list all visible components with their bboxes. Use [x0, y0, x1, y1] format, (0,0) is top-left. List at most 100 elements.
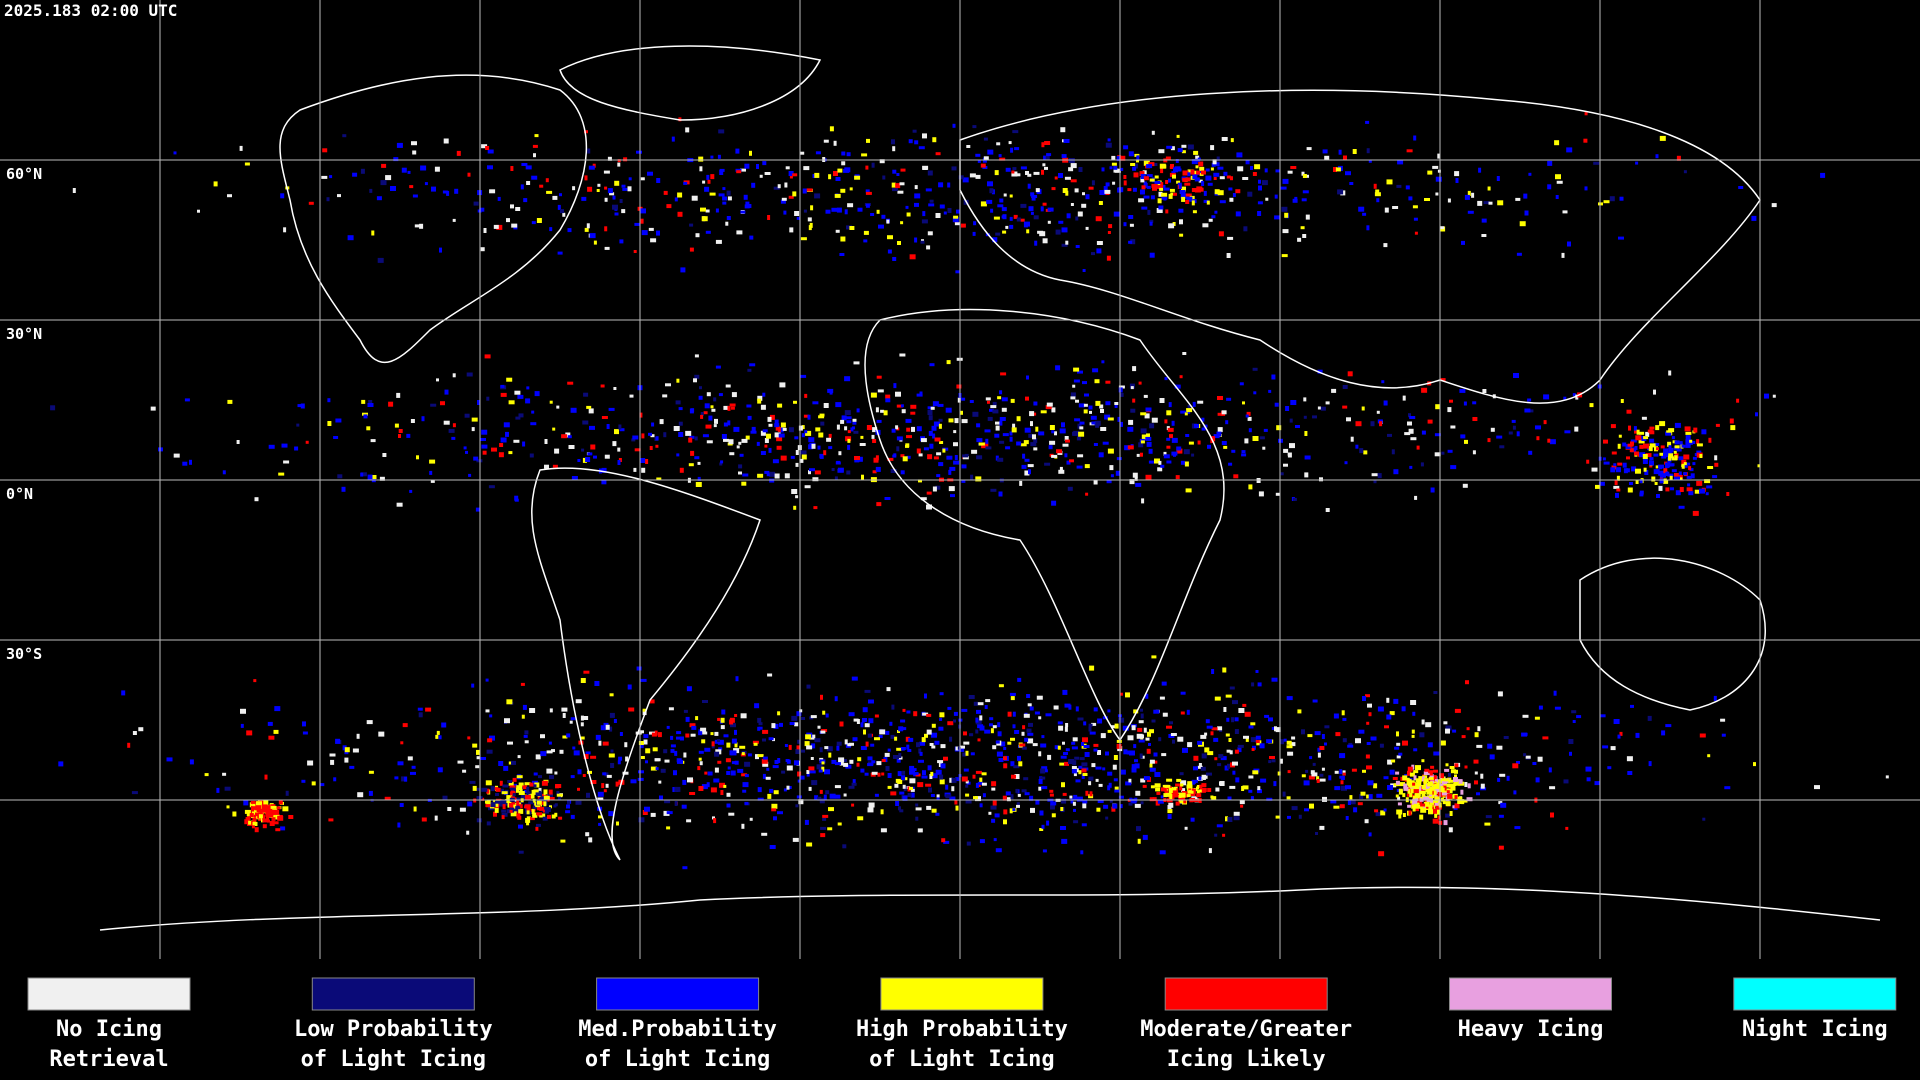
icing-pixel	[337, 474, 343, 479]
icing-pixel	[1002, 230, 1007, 234]
icing-pixel	[341, 486, 346, 492]
icing-pixel	[1179, 233, 1184, 237]
icing-pixel	[725, 221, 729, 226]
icing-pixel	[1398, 752, 1403, 756]
icing-pixel	[1061, 782, 1065, 788]
icing-pixel	[608, 407, 615, 411]
icing-pixel	[1412, 205, 1418, 209]
icing-pixel	[1367, 703, 1372, 708]
icing-pixel	[1443, 778, 1450, 782]
icing-pixel	[322, 148, 328, 153]
icing-pixel	[417, 707, 423, 711]
icing-pixel	[333, 436, 339, 439]
icing-pixel	[1398, 789, 1403, 795]
icing-pixel	[1413, 135, 1417, 141]
icing-pixel	[608, 811, 614, 817]
icing-pixel	[1214, 189, 1220, 195]
icing-pixel	[1038, 716, 1042, 720]
icing-pixel	[734, 760, 739, 765]
icing-pixel	[876, 419, 882, 423]
icing-pixel	[1205, 175, 1212, 181]
icing-pixel	[1143, 195, 1150, 199]
icing-pixel	[473, 456, 479, 461]
icing-pixel	[1634, 446, 1638, 450]
icing-pixel	[529, 782, 534, 787]
icing-pixel	[760, 451, 766, 455]
icing-pixel	[456, 150, 461, 156]
icing-pixel	[999, 198, 1004, 203]
icing-pixel	[1617, 443, 1621, 449]
icing-pixel	[444, 389, 449, 395]
icing-pixel	[173, 453, 180, 458]
icing-pixel	[1137, 838, 1141, 844]
icing-pixel	[991, 781, 997, 787]
icing-pixel	[1064, 436, 1069, 441]
icing-pixel	[655, 444, 659, 448]
icing-pixel	[1248, 484, 1253, 490]
icing-pixel	[379, 476, 385, 481]
icing-pixel	[565, 432, 571, 438]
icing-pixel	[1030, 421, 1033, 427]
icing-pixel	[802, 188, 807, 194]
icing-pixel	[1145, 737, 1150, 741]
icing-pixel	[1503, 736, 1509, 739]
icing-pixel	[1113, 168, 1119, 173]
icing-pixel	[1684, 426, 1691, 432]
icing-pixel	[1088, 186, 1094, 190]
icing-pixel	[535, 826, 539, 831]
icing-pixel	[640, 218, 644, 224]
icing-pixel	[1208, 848, 1212, 854]
icing-pixel	[1668, 455, 1671, 461]
icing-pixel	[1207, 751, 1214, 756]
icing-pixel	[1046, 153, 1052, 157]
icing-pixel	[622, 771, 629, 775]
icing-pixel	[666, 204, 672, 209]
icing-pixel	[962, 454, 969, 458]
icing-pixel	[987, 400, 990, 404]
icing-pixel	[1395, 771, 1400, 775]
icing-pixel	[818, 769, 823, 773]
icing-pixel	[879, 159, 885, 164]
icing-pixel	[817, 445, 821, 450]
icing-pixel	[803, 209, 807, 213]
icing-pixel	[1171, 787, 1177, 791]
icing-pixel	[866, 425, 872, 430]
icing-pixel	[1078, 431, 1085, 437]
icing-pixel	[1384, 725, 1389, 729]
icing-pixel	[984, 705, 988, 709]
icing-pixel	[1454, 171, 1460, 177]
icing-pixel	[1178, 799, 1183, 804]
icing-pixel	[1021, 746, 1027, 750]
icing-pixel	[820, 730, 826, 734]
icing-pixel	[240, 708, 246, 714]
icing-pixel	[820, 826, 827, 830]
icing-pixel	[270, 805, 277, 809]
icing-pixel	[1262, 446, 1266, 450]
icing-pixel	[1450, 786, 1456, 791]
icing-pixel	[1181, 144, 1187, 148]
icing-pixel	[496, 224, 503, 230]
icing-pixel	[1616, 467, 1621, 473]
legend-label: of Light Icing	[585, 1047, 770, 1072]
icing-pixel	[521, 714, 525, 719]
icing-pixel	[473, 201, 479, 206]
icing-pixel	[1643, 467, 1647, 472]
icing-pixel	[1185, 177, 1191, 182]
icing-pixel	[1064, 726, 1068, 732]
icing-pixel	[1150, 195, 1155, 200]
icing-pixel	[1437, 153, 1441, 159]
icing-pixel	[988, 811, 992, 815]
icing-pixel	[1422, 776, 1425, 782]
icing-pixel	[558, 816, 563, 820]
icing-pixel	[700, 414, 704, 419]
icing-pixel	[772, 765, 779, 769]
icing-pixel	[1434, 800, 1441, 806]
icing-pixel	[715, 208, 719, 213]
icing-pixel	[1381, 380, 1385, 384]
icing-pixel	[1302, 234, 1307, 238]
icing-pixel	[1234, 749, 1239, 754]
icing-pixel	[1611, 451, 1617, 455]
icing-pixel	[847, 430, 851, 434]
icing-pixel	[601, 480, 607, 485]
icing-pixel	[1006, 797, 1011, 802]
